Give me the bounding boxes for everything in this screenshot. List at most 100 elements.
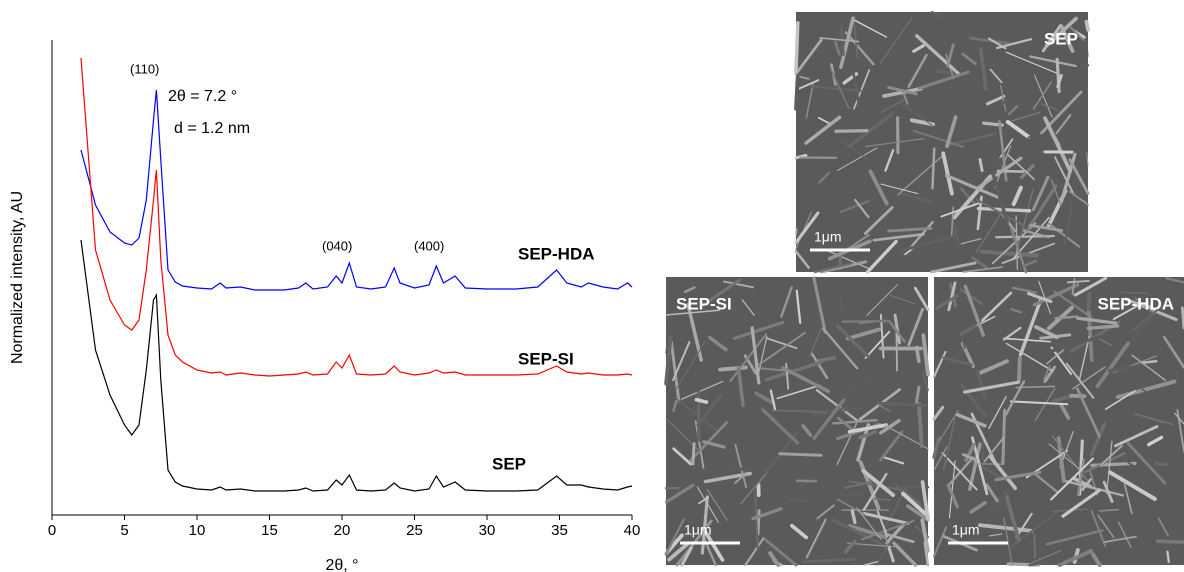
- fiber: [1002, 326, 1022, 341]
- fiber: [850, 509, 857, 525]
- fiber: [988, 533, 1003, 537]
- fiber: [846, 234, 870, 251]
- fiber: [987, 37, 1007, 50]
- scale-bar-label: 1μm: [684, 522, 712, 538]
- fiber: [794, 38, 823, 76]
- fiber: [691, 442, 696, 466]
- fiber: [1126, 441, 1167, 485]
- micrograph-label: SEP: [1044, 29, 1078, 48]
- fiber: [754, 492, 759, 550]
- fiber: [968, 442, 982, 492]
- fiber: [1050, 346, 1073, 376]
- fiber: [801, 424, 813, 437]
- fiber: [969, 36, 1013, 46]
- series-label: SEP-HDA: [518, 244, 595, 263]
- fiber: [1078, 335, 1090, 381]
- fiber: [878, 404, 891, 412]
- fiber: [812, 276, 827, 334]
- fiber: [764, 360, 824, 382]
- fiber: [1005, 51, 1060, 75]
- fiber: [915, 34, 961, 76]
- fiber: [994, 470, 1042, 482]
- fiber: [1064, 202, 1073, 245]
- fiber: [975, 156, 1023, 190]
- fiber: [1005, 342, 1054, 372]
- fiber: [1028, 223, 1064, 233]
- fiber: [944, 173, 1000, 199]
- fiber: [708, 335, 728, 352]
- fiber: [917, 70, 970, 90]
- fiber: [844, 31, 875, 66]
- fiber: [889, 294, 916, 305]
- fiber: [1065, 362, 1095, 399]
- fiber: [1131, 316, 1153, 340]
- micrograph: SEP 1μm: [794, 11, 1090, 274]
- fiber: [1050, 178, 1062, 206]
- fiber: [934, 69, 950, 75]
- fiber: [835, 324, 871, 359]
- fiber: [794, 21, 800, 73]
- fiber: [665, 483, 695, 504]
- fiber: [1054, 315, 1079, 320]
- x-axis-label: 2θ, °: [325, 557, 358, 572]
- fiber: [813, 262, 852, 274]
- fiber: [758, 335, 768, 374]
- fiber: [1157, 517, 1170, 537]
- fiber: [961, 52, 977, 66]
- fiber: [700, 278, 741, 308]
- fiber: [808, 493, 864, 498]
- fiber: [847, 523, 887, 539]
- fiber: [861, 468, 896, 498]
- fiber: [1055, 300, 1060, 321]
- annotation: (400): [414, 238, 444, 253]
- annotation: (110): [130, 61, 159, 76]
- fiber: [1026, 549, 1062, 566]
- fiber: [1043, 334, 1105, 355]
- fiber: [884, 149, 895, 172]
- fiber: [1119, 291, 1148, 295]
- fiber: [754, 391, 776, 406]
- x-tick-label: 10: [189, 522, 206, 539]
- fiber: [907, 308, 924, 347]
- fiber: [912, 129, 965, 148]
- fiber: [862, 512, 910, 525]
- fiber: [1003, 491, 1021, 543]
- fiber: [1131, 354, 1167, 382]
- fiber: [946, 483, 959, 509]
- fiber: [822, 327, 859, 370]
- fiber: [988, 396, 1007, 430]
- fiber: [932, 436, 941, 459]
- fiber: [931, 147, 936, 190]
- fiber: [1065, 519, 1083, 523]
- fiber: [976, 370, 987, 399]
- fiber: [969, 500, 987, 514]
- fiber: [989, 68, 1003, 84]
- fiber: [817, 116, 832, 126]
- fiber: [1097, 514, 1115, 539]
- fiber: [768, 551, 781, 567]
- fiber: [1090, 422, 1107, 457]
- fiber: [741, 299, 755, 316]
- fiber: [1068, 158, 1090, 195]
- fiber: [1174, 412, 1184, 425]
- fiber: [994, 145, 1012, 189]
- fiber: [872, 232, 925, 242]
- fiber: [1112, 302, 1143, 321]
- fiber: [1032, 471, 1059, 494]
- fiber: [723, 280, 755, 289]
- fiber: [856, 422, 871, 462]
- fiber: [839, 16, 855, 69]
- fiber: [888, 320, 906, 343]
- fiber: [1006, 153, 1035, 180]
- fiber: [1096, 337, 1113, 347]
- fiber: [920, 480, 930, 521]
- fiber: [916, 401, 924, 448]
- fiber: [845, 327, 882, 341]
- fiber: [1011, 111, 1041, 122]
- fiber: [1034, 387, 1056, 422]
- fiber: [810, 85, 865, 92]
- fiber: [1059, 403, 1071, 420]
- x-tick-label: 35: [551, 522, 568, 539]
- fiber: [887, 85, 918, 96]
- fiber: [1003, 337, 1051, 343]
